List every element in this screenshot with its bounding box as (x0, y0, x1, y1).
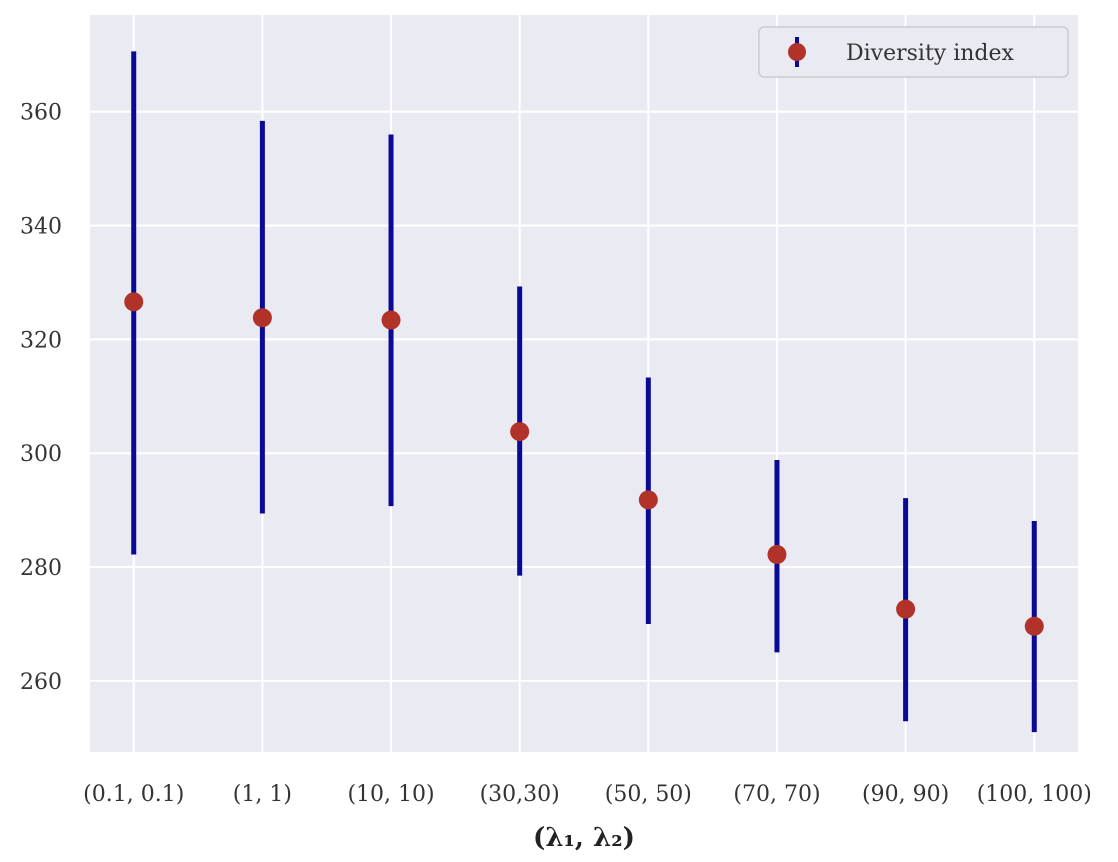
y-tick-label: 320 (20, 328, 62, 353)
data-point (638, 490, 658, 510)
y-tick-label: 360 (20, 101, 62, 126)
x-tick-label: (30,30) (480, 782, 560, 807)
x-tick-label: (0.1, 0.1) (83, 782, 184, 807)
y-tick-label: 260 (20, 670, 62, 695)
data-point (124, 292, 144, 312)
x-axis-ticks: (0.1, 0.1) (1, 1) (10, 10) (30,30) (50, 50) (… (83, 782, 1092, 807)
plot-background (90, 15, 1078, 752)
data-point (767, 545, 787, 565)
x-tick-label: (90, 90) (862, 782, 949, 807)
data-point (896, 599, 916, 619)
legend-marker-icon (788, 43, 806, 61)
data-point (381, 310, 401, 330)
data-point (252, 308, 272, 328)
data-point (1024, 616, 1044, 636)
y-tick-label: 340 (20, 215, 62, 240)
data-point (510, 422, 530, 442)
x-tick-label: (70, 70) (733, 782, 820, 807)
legend: Diversity index (758, 26, 1069, 78)
legend-box (758, 26, 1069, 78)
x-tick-label: (50, 50) (605, 782, 692, 807)
x-tick-label: (100, 100) (977, 782, 1092, 807)
x-axis-title: (λ₁, λ₂) (533, 823, 635, 853)
y-tick-label: 280 (20, 556, 62, 581)
x-tick-label: (10, 10) (347, 782, 434, 807)
y-tick-label: 300 (20, 442, 62, 467)
legend-label: Diversity index (846, 41, 1015, 66)
data-points (124, 292, 1044, 636)
y-axis-ticks: 260 280 300 320 340 360 (20, 101, 62, 695)
x-tick-label: (1, 1) (233, 782, 292, 807)
